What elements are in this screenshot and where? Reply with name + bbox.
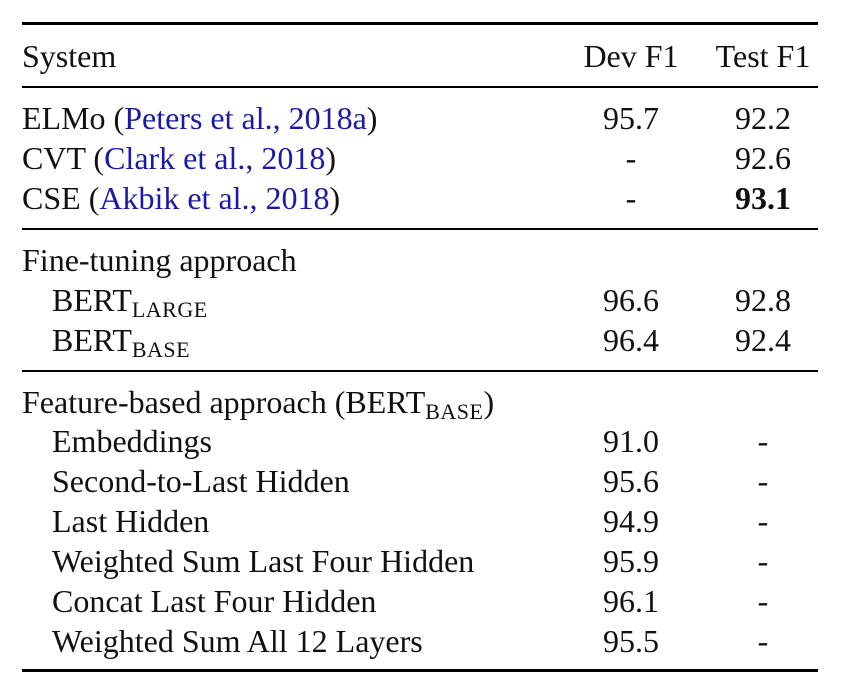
citation-link[interactable]: Akbik et al., 2018 (99, 180, 330, 216)
test-score: 92.6 (735, 140, 791, 176)
dev-score: - (625, 180, 637, 216)
model-size: LARGE (131, 297, 208, 322)
test-score: 92.4 (735, 322, 791, 358)
table-row-label: CSE (Akbik et al., 2018) (22, 178, 340, 218)
table-row-label: Embeddings (52, 423, 212, 459)
system-name: CSE (22, 180, 81, 216)
table-row-label: Concat Last Four Hidden (52, 583, 377, 619)
dev-score: 91.0 (603, 423, 659, 459)
header-system: System (22, 38, 117, 74)
paren-close: ) (325, 140, 337, 176)
section-rule (22, 370, 818, 372)
system-name: ELMo (22, 100, 106, 136)
dev-score: 94.9 (603, 503, 659, 539)
dev-score: 96.1 (603, 583, 659, 619)
header-rule (22, 86, 818, 88)
dev-score: 96.4 (603, 322, 659, 358)
table-row-label: BERTLARGE (52, 280, 208, 322)
dev-score: 95.7 (603, 100, 659, 136)
top-rule (22, 22, 818, 25)
model-name: BERT (52, 282, 132, 318)
section-title-feature-based: Feature-based approach (BERTBASE) (22, 382, 495, 424)
test-score: - (757, 463, 769, 499)
test-score: - (757, 583, 769, 619)
section-title-fine-tuning: Fine-tuning approach (22, 242, 297, 278)
table-row-label: Weighted Sum All 12 Layers (52, 623, 423, 659)
dev-score: 95.9 (603, 543, 659, 579)
test-score: - (757, 503, 769, 539)
table-row-label: BERTBASE (52, 320, 191, 362)
paren-open: ( (113, 100, 125, 136)
test-score: - (757, 543, 769, 579)
test-score: 92.8 (735, 282, 791, 318)
header-test-f1: Test F1 (715, 38, 811, 74)
model-size: BASE (131, 337, 191, 362)
dev-score: 95.6 (603, 463, 659, 499)
model-name: BERT (52, 322, 132, 358)
paren-close: ) (483, 384, 495, 420)
section-title-text: Feature-based approach (BERT (22, 384, 426, 420)
table-row-label: Second-to-Last Hidden (52, 463, 350, 499)
paren-open: ( (93, 140, 105, 176)
dev-score: 96.6 (603, 282, 659, 318)
section-rule (22, 228, 818, 230)
table-row-label: Last Hidden (52, 503, 210, 539)
paren-close: ) (366, 100, 378, 136)
paren-open: ( (88, 180, 100, 216)
test-score: 92.2 (735, 100, 791, 136)
model-size: BASE (425, 399, 484, 424)
dev-score: 95.5 (603, 623, 659, 659)
citation-link[interactable]: Peters et al., 2018a (124, 100, 367, 136)
paren-close: ) (329, 180, 341, 216)
table-row-label: CVT (Clark et al., 2018) (22, 138, 336, 178)
bottom-rule (22, 669, 818, 672)
table-row-label: Weighted Sum Last Four Hidden (52, 543, 475, 579)
system-name: CVT (22, 140, 86, 176)
table-row-label: ELMo (Peters et al., 2018a) (22, 98, 377, 138)
test-score: - (757, 423, 769, 459)
citation-link[interactable]: Clark et al., 2018 (104, 140, 326, 176)
header-dev-f1: Dev F1 (583, 38, 679, 74)
test-score-best: 93.1 (735, 180, 791, 216)
test-score: - (757, 623, 769, 659)
dev-score: - (625, 140, 637, 176)
